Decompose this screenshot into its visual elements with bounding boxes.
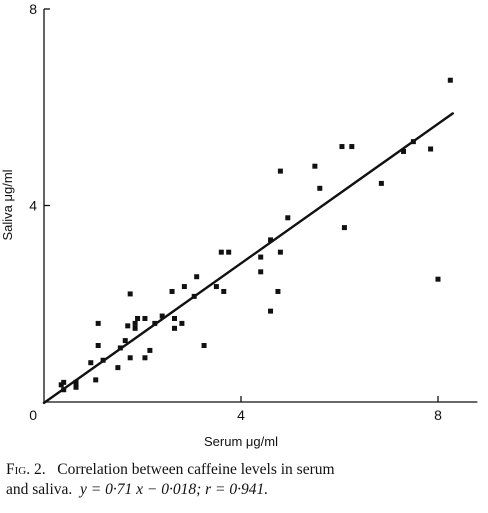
x-tick-label: 0 [29, 407, 37, 423]
data-point [169, 288, 175, 294]
y-axis-title: Saliva μg/ml [0, 169, 15, 240]
data-point [159, 313, 165, 319]
data-point [277, 168, 283, 174]
x-tick-label: 8 [434, 407, 442, 423]
data-point [258, 254, 264, 260]
data-point [147, 347, 153, 353]
regression-line [42, 112, 454, 405]
data-point [61, 379, 67, 385]
x-ticks: 0 4 8 [29, 396, 442, 423]
data-point [213, 284, 219, 290]
data-point [127, 355, 133, 361]
x-tick-label: 4 [237, 407, 245, 423]
data-point [268, 237, 274, 243]
data-point [172, 315, 178, 321]
data-point [218, 249, 224, 255]
data-point [258, 269, 264, 275]
data-point [317, 185, 323, 191]
y-tick-label: 4 [29, 198, 37, 214]
data-point [132, 325, 138, 331]
caption-line-2: and saliva. y = 0·71 x − 0·018; r = 0·94… [6, 480, 486, 500]
data-point [349, 144, 355, 150]
data-point [95, 343, 101, 349]
caption-line-1: Fig. 2. Correlation between caffeine lev… [6, 460, 486, 480]
data-point [277, 249, 283, 255]
caption-equation: y = 0·71 x − 0·018; r = 0·941. [80, 481, 269, 498]
y-ticks: 48 [29, 1, 50, 214]
data-point [115, 365, 121, 371]
data-point [132, 320, 138, 326]
data-point [401, 148, 407, 154]
x-axis-title: Serum μg/ml [204, 434, 278, 449]
data-point [312, 163, 318, 169]
data-point [93, 377, 99, 383]
data-point [447, 77, 453, 83]
data-point [181, 284, 187, 290]
data-point [275, 288, 281, 294]
data-point [142, 355, 148, 361]
data-point [125, 323, 131, 329]
data-point [88, 360, 94, 366]
data-point [428, 146, 434, 152]
data-point [201, 343, 207, 349]
figure-caption: Fig. 2. Correlation between caffeine lev… [6, 460, 486, 500]
data-point [339, 144, 345, 150]
data-point [285, 215, 291, 221]
data-point [179, 320, 185, 326]
data-point [172, 325, 178, 331]
data-point [122, 338, 128, 344]
caption-text-2: and saliva. [6, 481, 73, 498]
data-point [226, 249, 232, 255]
caption-text-1: Correlation between caffeine levels in s… [57, 461, 335, 478]
data-point [268, 308, 274, 314]
data-point [127, 291, 133, 297]
y-tick-label: 8 [29, 1, 37, 17]
data-point [95, 320, 101, 326]
data-points [58, 77, 453, 393]
caption-label: Fig. 2. [6, 461, 46, 478]
data-point [435, 276, 441, 282]
data-point [135, 315, 141, 321]
data-point [142, 315, 148, 321]
data-point [378, 180, 384, 186]
data-point [341, 225, 347, 231]
data-point [221, 288, 227, 294]
data-point [194, 274, 200, 280]
data-point [73, 379, 79, 385]
